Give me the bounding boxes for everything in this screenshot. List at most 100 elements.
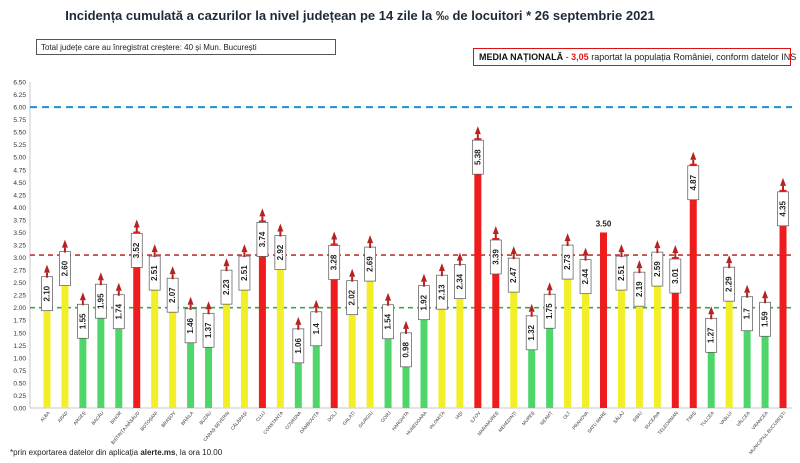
data-label: 3.28: [330, 254, 339, 270]
data-label: 1.06: [294, 338, 303, 354]
data-label: 1.54: [384, 313, 393, 329]
y-tick-label: 2.00: [13, 305, 26, 312]
x-tick-label: BRĂILA: [179, 409, 195, 426]
data-label-box: [328, 245, 341, 280]
data-label: 1.4: [312, 323, 321, 335]
x-tick-label: PRAHOVA: [571, 410, 590, 431]
x-tick-label: MUNICIPIUL BUCUREȘTI: [748, 410, 787, 455]
increase-arrow-icon: [420, 273, 427, 282]
increase-arrow-icon: [780, 177, 787, 186]
bar: [528, 341, 536, 408]
x-tick-label: BUZĂU: [198, 410, 213, 426]
increase-arrow-stem: [728, 263, 731, 269]
y-tick-label: 4.25: [13, 192, 26, 199]
increase-arrow-icon: [546, 282, 553, 291]
data-label: 2.60: [60, 260, 69, 276]
y-tick-label: 6.00: [13, 105, 26, 112]
national-average-label: MEDIA NAȚIONALĂ: [479, 52, 564, 62]
increase-arrow-icon: [151, 244, 158, 253]
data-label-box: [256, 222, 269, 257]
increase-arrow-icon: [313, 299, 320, 308]
bar: [366, 273, 374, 408]
x-tick-label: CĂLĂRAȘI: [229, 410, 248, 431]
increase-arrow-stem: [566, 241, 569, 247]
y-tick-label: 0.75: [13, 368, 26, 375]
bar: [312, 337, 320, 408]
increase-arrow-stem: [440, 271, 443, 277]
increase-arrow-stem: [638, 268, 641, 274]
bar: [779, 189, 787, 408]
x-tick-label: VRANCEA: [751, 410, 770, 431]
x-tick-label: DÂMBOVIȚA: [298, 409, 321, 434]
increase-arrow-icon: [726, 255, 733, 264]
increase-arrow-stem: [189, 304, 192, 310]
increase-arrow-stem: [369, 243, 372, 249]
increase-arrow-stem: [171, 274, 174, 280]
data-label: 2.02: [348, 289, 357, 305]
x-tick-label: GALAȚI: [342, 410, 356, 426]
data-label: 1.75: [545, 303, 554, 319]
increase-arrow-icon: [618, 244, 625, 253]
x-tick-label: OLT: [562, 410, 571, 420]
increase-arrow-icon: [259, 208, 266, 217]
y-tick-label: 6.25: [13, 92, 26, 99]
data-label-box: [687, 165, 700, 201]
increase-arrow-icon: [367, 235, 374, 244]
bar: [402, 358, 410, 408]
y-tick-label: 6.50: [13, 80, 26, 87]
data-label: 2.23: [222, 279, 231, 295]
data-label: 2.10: [42, 285, 51, 301]
increase-arrow-icon: [187, 296, 194, 305]
data-labels: 2.10 2.60 1.55 1.95 1.74 3.52 2.51 2.07 1.46 1.37…: [41, 126, 789, 368]
increase-arrow-stem: [405, 328, 408, 334]
bar: [564, 271, 572, 408]
y-axis: 0.00 0.25 0.50 0.75 1.00 1.25 1.50 1.75 2.00 2.25…: [13, 80, 792, 413]
chart-title: Incidența cumulată a cazurilor la nivel …: [65, 8, 655, 23]
x-tick-label: ILFOV: [469, 410, 482, 424]
increase-arrow-stem: [458, 260, 461, 266]
bar: [276, 261, 284, 408]
increase-arrow-stem: [656, 248, 659, 254]
bar: [223, 296, 230, 408]
bar: [617, 282, 625, 408]
y-tick-label: 5.00: [13, 155, 26, 162]
x-tick-label: COVASNA: [284, 410, 303, 431]
x-tick-label: CLUJ: [255, 410, 266, 422]
data-label-box: [471, 139, 484, 175]
bar: [653, 278, 661, 408]
increase-arrow-stem: [512, 254, 515, 260]
increase-arrow-stem: [153, 252, 156, 258]
data-label: 1.46: [186, 317, 195, 333]
national-average-separator: -: [563, 52, 572, 62]
data-label: 3.01: [671, 268, 680, 284]
increase-arrow-icon: [456, 252, 463, 261]
bar: [492, 237, 500, 408]
bar: [151, 282, 159, 408]
increase-arrow-stem: [81, 300, 84, 306]
increase-arrow-stem: [135, 227, 138, 233]
increase-arrow-stem: [710, 314, 713, 320]
x-tick-label: NEAMȚ: [539, 410, 553, 426]
increase-arrow-stem: [494, 233, 497, 239]
bar: [169, 304, 177, 408]
increase-arrow-icon: [115, 282, 122, 291]
data-label: 2.51: [617, 265, 626, 281]
national-average-description: raportat la populația României, conform …: [588, 52, 797, 62]
x-tick-label: GIURGIU: [357, 410, 373, 428]
y-tick-label: 0.50: [13, 380, 26, 387]
increase-arrow-icon: [510, 246, 517, 255]
increase-arrow-icon: [43, 264, 50, 273]
data-label: 2.73: [563, 254, 572, 270]
x-tick-label: VASLUI: [719, 410, 733, 425]
bar: [384, 330, 392, 408]
increase-arrow-icon: [708, 306, 715, 315]
increase-arrow-stem: [297, 324, 300, 330]
y-tick-label: 3.25: [13, 243, 26, 250]
bar: [456, 290, 464, 408]
x-tick-label: SIBIU: [632, 410, 644, 422]
x-tick-label: VÂLCEA: [735, 409, 752, 427]
increase-arrow-icon: [223, 258, 230, 267]
x-tick-label: ARGEȘ: [72, 410, 86, 426]
data-label: 5.38: [473, 149, 482, 165]
